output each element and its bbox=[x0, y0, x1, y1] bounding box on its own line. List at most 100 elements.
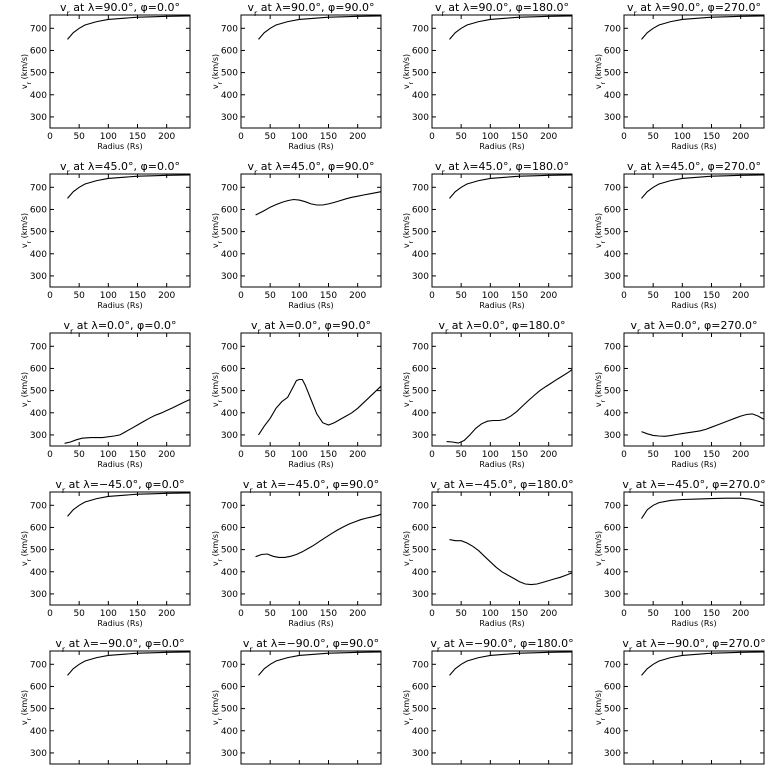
y-tick-label: 400 bbox=[30, 409, 47, 419]
subplot: vr at λ=45.0°, φ=270.0° 0 50 100 150 200 300 40… bbox=[594, 160, 765, 310]
y-tick-label: 300 bbox=[221, 749, 238, 759]
x-tick-label: 0 bbox=[47, 132, 53, 142]
y-tick-label: 700 bbox=[604, 342, 621, 352]
y-axis-label: vr (km/s) bbox=[402, 690, 415, 725]
y-tick-label: 500 bbox=[221, 228, 238, 238]
y-tick-label: 600 bbox=[604, 46, 621, 56]
y-axis-label: vr (km/s) bbox=[211, 213, 224, 248]
y-tick-label: 500 bbox=[30, 705, 47, 715]
chart-title: vr at λ=0.0°, φ=270.0° bbox=[630, 319, 757, 336]
x-tick-label: 200 bbox=[540, 450, 557, 460]
x-axis-label: Radius (Rs) bbox=[288, 301, 333, 310]
x-tick-label: 100 bbox=[291, 450, 308, 460]
x-axis-label: Radius (Rs) bbox=[671, 142, 716, 151]
y-axis-label: vr (km/s) bbox=[211, 690, 224, 725]
y-tick-label: 600 bbox=[30, 364, 47, 374]
x-axis-label: Radius (Rs) bbox=[671, 460, 716, 469]
x-tick-label: 0 bbox=[621, 291, 627, 301]
y-tick-label: 700 bbox=[604, 183, 621, 193]
y-tick-label: 300 bbox=[604, 590, 621, 600]
y-axis-label: vr (km/s) bbox=[20, 213, 33, 248]
subplot: vr at λ=−45.0°, φ=90.0° 0 50 100 150 200 300 40… bbox=[211, 478, 382, 628]
y-tick-label: 700 bbox=[30, 660, 47, 670]
plot-frame bbox=[623, 332, 765, 447]
y-tick-label: 600 bbox=[221, 205, 238, 215]
x-axis-label: Radius (Rs) bbox=[479, 142, 524, 151]
series-line bbox=[641, 497, 765, 519]
plot-frame bbox=[431, 14, 573, 129]
x-axis-label: Radius (Rs) bbox=[479, 619, 524, 628]
y-tick-label: 400 bbox=[221, 409, 238, 419]
y-axis-label: vr (km/s) bbox=[402, 213, 415, 248]
y-axis-label: vr (km/s) bbox=[594, 54, 607, 89]
x-axis-label: Radius (Rs) bbox=[288, 142, 333, 151]
y-tick-label: 300 bbox=[30, 272, 47, 282]
x-tick-label: 200 bbox=[732, 132, 749, 142]
y-tick-label: 500 bbox=[221, 387, 238, 397]
subplot: vr at λ=45.0°, φ=90.0° 0 50 100 150 200 300 400… bbox=[211, 160, 382, 310]
subplot: vr at λ=−45.0°, φ=180.0° 0 50 100 150 200 300 4… bbox=[402, 478, 574, 628]
y-tick-label: 500 bbox=[221, 705, 238, 715]
x-axis-label: Radius (Rs) bbox=[97, 619, 142, 628]
y-tick-label: 300 bbox=[30, 431, 47, 441]
x-tick-label: 50 bbox=[264, 132, 276, 142]
y-tick-label: 600 bbox=[412, 364, 429, 374]
x-tick-label: 150 bbox=[129, 609, 146, 619]
series-line bbox=[641, 413, 765, 437]
x-tick-label: 100 bbox=[291, 132, 308, 142]
x-tick-label: 0 bbox=[238, 291, 244, 301]
y-axis-label: vr (km/s) bbox=[402, 531, 415, 566]
y-tick-label: 300 bbox=[221, 113, 238, 123]
x-tick-label: 50 bbox=[73, 450, 85, 460]
y-tick-label: 300 bbox=[412, 272, 429, 282]
series-line bbox=[258, 15, 382, 40]
x-tick-label: 0 bbox=[47, 291, 53, 301]
x-tick-label: 200 bbox=[158, 450, 175, 460]
y-tick-label: 400 bbox=[412, 409, 429, 419]
y-tick-label: 400 bbox=[604, 250, 621, 260]
y-axis-label: vr (km/s) bbox=[20, 690, 33, 725]
x-tick-label: 100 bbox=[482, 291, 499, 301]
y-axis-label: vr (km/s) bbox=[20, 531, 33, 566]
subplot: vr at λ=−90.0°, φ=90.0°05010015020030040… bbox=[211, 637, 382, 773]
x-tick-label: 200 bbox=[349, 291, 366, 301]
plot-frame bbox=[240, 332, 382, 447]
y-tick-label: 700 bbox=[30, 24, 47, 34]
subplot: vr at λ=0.0°, φ=90.0° 0 50 100 150 200 300 400 5… bbox=[211, 319, 382, 469]
x-axis-label: Radius (Rs) bbox=[671, 301, 716, 310]
x-tick-label: 0 bbox=[238, 609, 244, 619]
x-axis-label: Radius (Rs) bbox=[288, 460, 333, 469]
x-tick-label: 150 bbox=[320, 450, 337, 460]
subplot: vr at λ=−90.0°, φ=0.0°050100150200300400… bbox=[20, 637, 191, 773]
y-tick-label: 400 bbox=[30, 727, 47, 737]
chart-title: vr at λ=90.0°, φ=90.0° bbox=[247, 1, 374, 18]
series-line bbox=[67, 651, 191, 676]
y-tick-label: 500 bbox=[604, 387, 621, 397]
y-tick-label: 600 bbox=[30, 46, 47, 56]
y-tick-label: 400 bbox=[604, 568, 621, 578]
series-line bbox=[641, 651, 765, 676]
chart-title: vr at λ=90.0°, φ=0.0° bbox=[60, 1, 180, 18]
chart-title: vr at λ=0.0°, φ=0.0° bbox=[63, 319, 176, 336]
y-tick-label: 700 bbox=[221, 183, 238, 193]
series-line bbox=[449, 174, 573, 199]
y-tick-label: 500 bbox=[221, 69, 238, 79]
y-tick-label: 700 bbox=[604, 24, 621, 34]
series-line bbox=[641, 174, 765, 199]
x-tick-label: 150 bbox=[129, 132, 146, 142]
y-tick-label: 300 bbox=[30, 590, 47, 600]
y-axis-label: vr (km/s) bbox=[211, 531, 224, 566]
x-tick-label: 0 bbox=[429, 132, 435, 142]
x-tick-label: 200 bbox=[540, 609, 557, 619]
y-tick-label: 500 bbox=[604, 546, 621, 556]
x-tick-label: 150 bbox=[511, 450, 528, 460]
x-tick-label: 50 bbox=[455, 450, 467, 460]
x-tick-label: 100 bbox=[291, 291, 308, 301]
y-tick-label: 600 bbox=[412, 682, 429, 692]
x-tick-label: 50 bbox=[73, 132, 85, 142]
plot-frame bbox=[240, 173, 382, 288]
y-tick-label: 300 bbox=[412, 113, 429, 123]
y-tick-label: 400 bbox=[604, 91, 621, 101]
y-axis-label: vr (km/s) bbox=[594, 690, 607, 725]
series-line bbox=[255, 191, 382, 216]
